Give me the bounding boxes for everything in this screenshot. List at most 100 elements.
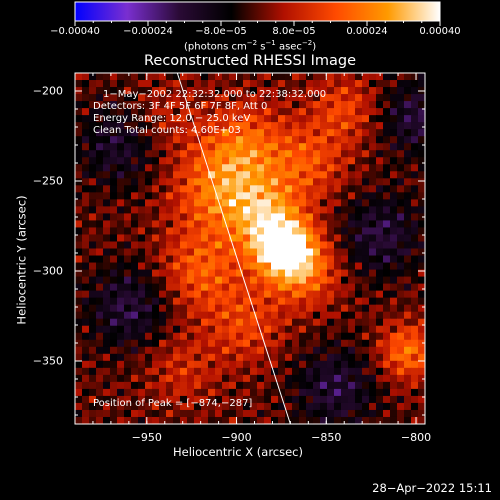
heatmap-cell — [313, 150, 321, 158]
heatmap-cell — [264, 129, 272, 137]
heatmap-cell — [418, 227, 425, 236]
heatmap-cell — [334, 325, 342, 334]
heatmap-cell — [313, 171, 321, 179]
heatmap-cell — [411, 339, 419, 348]
heatmap-cell — [82, 318, 90, 327]
heatmap-cell — [166, 150, 174, 158]
heatmap-cell — [271, 143, 279, 151]
heatmap-cell — [194, 80, 202, 88]
heatmap-cell — [243, 129, 251, 137]
heatmap-cell — [327, 262, 335, 271]
heatmap-cell — [362, 374, 370, 383]
heatmap-cell — [292, 220, 300, 229]
heatmap-cell — [257, 248, 265, 257]
heatmap-cell — [194, 318, 202, 327]
heatmap-cell — [117, 262, 125, 271]
heatmap-cell — [383, 248, 391, 257]
heatmap-cell — [103, 87, 111, 95]
heatmap-cell — [320, 332, 328, 341]
heatmap-cell — [292, 94, 300, 102]
heatmap-cell — [166, 192, 174, 200]
heatmap-cell — [306, 395, 314, 404]
heatmap-cell — [194, 248, 202, 257]
heatmap-cell — [96, 178, 104, 186]
heatmap-cell — [215, 136, 223, 144]
heatmap-cell — [404, 122, 412, 130]
heatmap-cell — [194, 108, 202, 116]
heatmap-cell — [131, 185, 139, 193]
heatmap-cell — [362, 73, 370, 81]
heatmap-cell — [369, 192, 377, 200]
heatmap-cell — [383, 136, 391, 144]
heatmap-cell — [229, 353, 237, 362]
heatmap-cell — [334, 248, 342, 257]
heatmap-cell — [89, 402, 97, 411]
heatmap-cell — [138, 395, 146, 404]
heatmap-cell — [110, 101, 118, 109]
heatmap-cell — [271, 346, 279, 355]
heatmap-cell — [341, 388, 349, 397]
heatmap-cell — [131, 87, 139, 95]
heatmap-cell — [82, 416, 90, 424]
heatmap-cell — [418, 283, 425, 292]
heatmap-cell — [327, 213, 335, 222]
heatmap-cell — [355, 115, 363, 123]
chart-title: Reconstructed RHESSI Image — [143, 53, 356, 69]
heatmap-cell — [278, 374, 286, 383]
heatmap-cell — [152, 276, 160, 285]
heatmap-cell — [243, 304, 251, 313]
heatmap-cell — [75, 290, 83, 299]
heatmap-cell — [327, 115, 335, 123]
heatmap-cell — [159, 101, 167, 109]
heatmap-cell — [145, 346, 153, 355]
heatmap-cell — [229, 199, 237, 207]
heatmap-cell — [124, 353, 132, 362]
heatmap-cell — [166, 297, 174, 306]
heatmap-cell — [327, 290, 335, 299]
heatmap-cell — [334, 367, 342, 376]
heatmap-cell — [334, 290, 342, 299]
heatmap-cell — [229, 101, 237, 109]
heatmap-cell — [117, 283, 125, 292]
heatmap-cell — [397, 150, 405, 158]
heatmap-cell — [271, 402, 279, 411]
heatmap-cell — [159, 262, 167, 271]
heatmap-cell — [110, 311, 118, 320]
heatmap-cell — [180, 80, 188, 88]
heatmap-cell — [131, 262, 139, 271]
heatmap-cell — [411, 325, 419, 334]
heatmap-cell — [327, 143, 335, 151]
heatmap-cell — [348, 115, 356, 123]
heatmap-cell — [404, 346, 412, 355]
heatmap-cell — [348, 108, 356, 116]
heatmap-cell — [264, 381, 272, 390]
heatmap-cell — [306, 192, 314, 200]
heatmap-cell — [166, 122, 174, 130]
heatmap-cell — [299, 122, 307, 130]
heatmap-cell — [271, 178, 279, 186]
heatmap-cell — [278, 402, 286, 411]
heatmap-cell — [96, 192, 104, 200]
heatmap-cell — [271, 283, 279, 292]
heatmap-cell — [124, 318, 132, 327]
heatmap-cell — [285, 374, 293, 383]
heatmap-cell — [299, 73, 307, 81]
heatmap-cell — [173, 122, 181, 130]
heatmap-cell — [362, 367, 370, 376]
heatmap-cell — [110, 269, 118, 278]
heatmap-cell — [411, 276, 419, 285]
heatmap-cell — [103, 402, 111, 411]
heatmap-cell — [355, 220, 363, 229]
heatmap-cell — [299, 269, 307, 278]
heatmap-cell — [208, 318, 216, 327]
heatmap-cell — [404, 374, 412, 383]
heatmap-cell — [152, 206, 160, 214]
heatmap-cell — [334, 227, 342, 236]
heatmap-cell — [355, 94, 363, 102]
heatmap-cell — [411, 213, 419, 222]
heatmap-cell — [383, 129, 391, 137]
x-axis-label: Heliocentric X (arcsec) — [173, 445, 303, 459]
heatmap-cell — [250, 136, 258, 144]
heatmap-cell — [306, 381, 314, 390]
heatmap-cell — [152, 304, 160, 313]
